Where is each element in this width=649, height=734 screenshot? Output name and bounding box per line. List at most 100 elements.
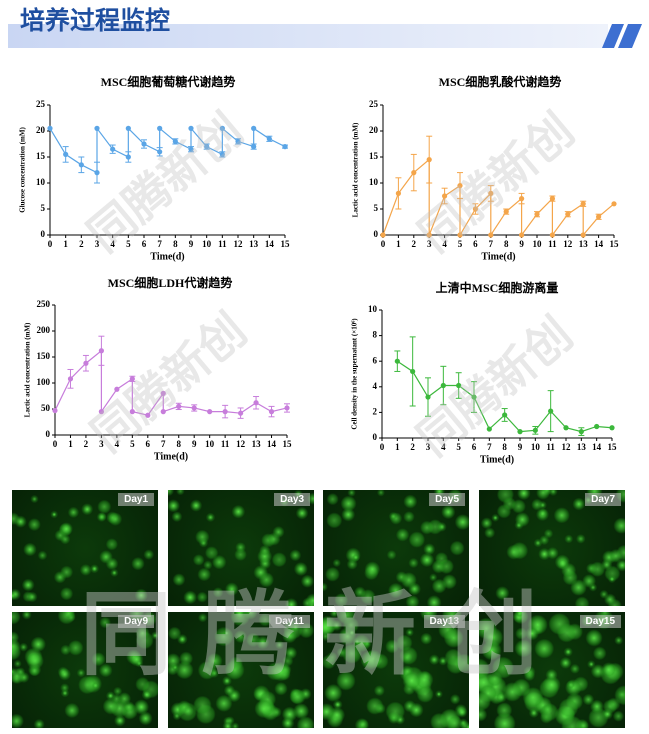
marker xyxy=(98,348,104,354)
marker xyxy=(395,190,401,196)
x-tick-label: 10 xyxy=(531,442,541,452)
marker xyxy=(440,382,446,389)
y-tick-label: 100 xyxy=(37,377,51,387)
marker xyxy=(519,196,525,202)
y-tick-label: 200 xyxy=(37,325,51,335)
x-tick-label: 1 xyxy=(396,239,401,249)
marker xyxy=(204,144,210,150)
x-tick-label: 1 xyxy=(395,442,400,452)
x-tick-label: 13 xyxy=(579,239,589,249)
x-tick-label: 14 xyxy=(594,239,604,249)
y-tick-label: 25 xyxy=(36,99,46,109)
marker xyxy=(83,360,89,366)
y-tick-label: 25 xyxy=(369,99,379,109)
y-tick-label: 20 xyxy=(36,125,46,135)
stripe xyxy=(602,24,624,48)
x-tick-label: 0 xyxy=(381,239,386,249)
y-axis-label: Lactic acid concentration (mM) xyxy=(24,322,32,417)
marker xyxy=(611,201,617,207)
x-tick-label: 2 xyxy=(79,239,84,249)
marker xyxy=(172,138,178,144)
y-axis-label: Cell density in the supernatant (×10⁶) xyxy=(351,318,359,430)
marker xyxy=(160,409,166,415)
marker xyxy=(52,407,58,414)
x-tick-label: 5 xyxy=(130,439,135,449)
chart-title: MSC细胞葡萄糖代谢趋势 xyxy=(101,74,236,89)
x-tick-label: 9 xyxy=(189,239,194,249)
x-axis-label: Time(d) xyxy=(481,251,515,262)
y-tick-label: 15 xyxy=(36,151,46,161)
x-tick-label: 2 xyxy=(412,239,417,249)
x-tick-label: 6 xyxy=(473,239,478,249)
watermark: 同腾新创 xyxy=(81,302,257,462)
y-tick-label: 10 xyxy=(369,177,379,187)
marker xyxy=(145,412,151,418)
image-label: Day1 xyxy=(118,493,154,506)
x-tick-label: 3 xyxy=(95,239,100,249)
y-tick-label: 250 xyxy=(37,299,51,309)
x-tick-label: 4 xyxy=(110,239,115,249)
x-tick-label: 15 xyxy=(610,239,620,249)
x-tick-label: 4 xyxy=(441,442,446,452)
marker xyxy=(219,125,225,131)
marker xyxy=(471,394,477,400)
marker xyxy=(596,214,602,220)
x-tick-label: 15 xyxy=(608,442,618,452)
x-tick-label: 0 xyxy=(380,442,385,452)
marker xyxy=(160,390,166,396)
marker xyxy=(251,144,257,150)
watermark: 同腾新创 xyxy=(80,581,569,688)
marker xyxy=(594,423,600,430)
x-tick-label: 7 xyxy=(157,239,162,249)
x-tick-label: 10 xyxy=(202,239,212,249)
marker xyxy=(426,157,432,163)
marker xyxy=(456,382,462,389)
marker xyxy=(488,190,494,196)
x-tick-label: 6 xyxy=(472,442,477,452)
x-tick-label: 0 xyxy=(53,439,58,449)
y-tick-label: 0 xyxy=(374,229,379,239)
micrograph: Day5 xyxy=(323,490,469,606)
image-label: Day9 xyxy=(118,615,154,628)
marker xyxy=(580,232,586,238)
x-tick-label: 12 xyxy=(234,239,244,249)
marker xyxy=(67,376,74,382)
chart-title: MSC细胞LDH代谢趋势 xyxy=(108,275,233,290)
marker xyxy=(253,400,259,406)
marker xyxy=(457,232,463,238)
x-tick-label: 15 xyxy=(281,239,291,249)
marker xyxy=(191,405,197,411)
image-label: Day5 xyxy=(429,493,465,506)
marker xyxy=(125,154,131,160)
x-tick-label: 8 xyxy=(504,239,509,249)
x-tick-label: 11 xyxy=(548,239,557,249)
marker xyxy=(565,211,571,217)
y-tick-label: 0 xyxy=(46,429,51,439)
header-title: 培养过程监控 xyxy=(20,6,170,35)
x-tick-label: 7 xyxy=(489,239,494,249)
y-tick-label: 0 xyxy=(373,432,378,442)
marker xyxy=(188,146,194,152)
x-tick-label: 14 xyxy=(267,439,277,449)
micrograph: Day9 xyxy=(12,612,158,728)
header-band xyxy=(8,24,608,48)
watermark: 同腾新创 xyxy=(77,102,253,262)
marker xyxy=(549,232,556,238)
image-label: Day15 xyxy=(579,615,621,628)
x-tick-label: 13 xyxy=(249,239,259,249)
x-tick-label: 10 xyxy=(533,239,543,249)
y-tick-label: 10 xyxy=(368,304,378,314)
watermark: 同腾新创 xyxy=(407,306,583,466)
marker xyxy=(394,358,400,364)
marker xyxy=(578,429,584,435)
marker xyxy=(563,425,569,431)
micrograph: Day15 xyxy=(479,612,625,728)
x-tick-label: 5 xyxy=(456,442,461,452)
x-tick-label: 2 xyxy=(84,439,89,449)
micrograph: Day13 xyxy=(323,612,469,728)
x-tick-label: 11 xyxy=(218,239,227,249)
image-label: Day13 xyxy=(423,615,465,628)
marker xyxy=(266,136,272,142)
marker xyxy=(176,403,182,409)
marker xyxy=(94,125,100,131)
